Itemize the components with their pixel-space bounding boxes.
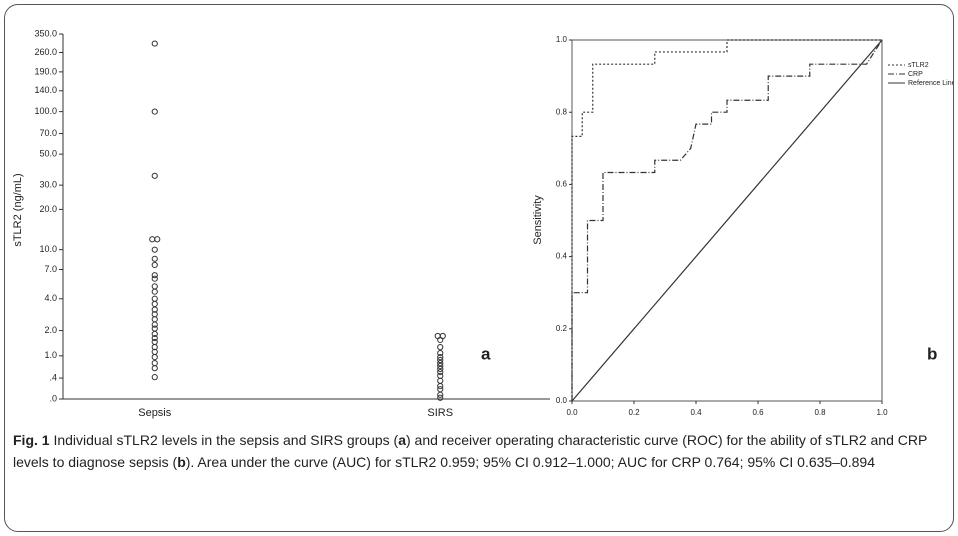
figure: .0 .4 1.0 2.0 4.0 7.0 10.0 20.0 30.0 50.0 70.0 100.… [4,4,954,532]
data-point [437,353,444,361]
y-axis-title: sTLR2 (ng/mL) [12,173,24,246]
y-tick-label: 7.0 [44,264,57,274]
y-tick-label: 4.0 [44,293,57,303]
data-point [151,288,158,295]
x-tick-label: 0.8 [814,408,826,417]
data-point [437,386,444,393]
charts: .0 .4 1.0 2.0 4.0 7.0 10.0 20.0 30.0 50.0 70.0 100.… [12,28,953,419]
y-tick-label: 1.0 [556,35,568,44]
data-point [437,349,444,357]
data-point [151,283,158,290]
y-tick-label: 2.0 [44,325,57,335]
y-tick-label: 30.0 [39,180,57,190]
caption-text: ). Area under the curve (AUC) for sTLR2 … [185,454,876,470]
data-point [437,344,444,351]
caption-panel-ref: b [177,454,186,470]
caption-text: Individual sTLR2 levels in the sepsis an… [53,432,399,448]
y-tick-label: 1.0 [44,350,57,360]
x-tick-label: 0.4 [690,408,702,417]
data-point [151,374,158,381]
data-point [437,356,444,364]
data-point [151,338,158,346]
y-axis-title: Sensitivity [532,195,544,245]
y-tick-label: 50.0 [39,149,57,159]
legend-label: CRP [908,71,923,78]
x-tick-label: Sepsis [138,407,172,419]
data-point [151,261,158,269]
y-tick-label: 190.0 [34,66,57,76]
data-point [151,330,158,338]
data-point [151,325,158,332]
data-point [437,359,444,367]
caption-panel-ref: a [398,432,406,448]
y-tick-label: 70.0 [39,128,57,138]
data-point [151,334,158,342]
y-tick-label: 260.0 [34,47,57,57]
data-point [151,353,158,361]
legend-label: Reference Line [908,80,953,87]
data-point [151,295,158,302]
data-point [151,365,158,372]
data-point [437,383,444,390]
data-point [151,316,158,323]
y-tick-label: 0.0 [556,396,568,405]
data-point [151,300,158,308]
data-point [151,275,158,282]
y-tick-label: 10.0 [39,244,57,254]
x-tick-label: SIRS [427,407,453,419]
data-point [151,321,158,328]
data-point [151,172,158,179]
data-point [437,391,444,398]
caption: Fig. 1 Individual sTLR2 levels in the se… [13,429,943,473]
x-tick-label: 0.0 [566,408,578,417]
y-tick-label: 20.0 [39,204,57,214]
data-point [151,272,158,279]
data-point [151,306,158,313]
series-line [571,39,883,401]
data-point [149,236,156,243]
caption-label: Fig. 1 [13,432,50,448]
data-point [437,336,444,344]
data-point [154,236,161,243]
y-tick-label: 350.0 [34,28,57,38]
series-line [571,39,883,402]
data-point [151,359,158,367]
data-point [151,40,158,47]
y-tick-label: 0.4 [556,252,568,261]
legend-label: sTLR2 [908,62,929,69]
data-point [437,369,444,376]
panel-label: a [481,344,491,363]
y-tick-label: 0.6 [556,180,568,189]
data-point [437,365,444,373]
series-line [571,39,882,401]
y-tick-label: 0.2 [556,324,568,333]
data-point [151,108,158,115]
x-tick-label: 0.6 [752,408,764,417]
data-point [437,394,444,401]
y-tick-label: .4 [49,372,57,382]
panel-label: b [927,344,937,363]
caption-text: ) and receiver operating characteristic … [13,432,928,470]
x-tick-label: 1.0 [876,408,888,417]
x-tick-label: 0.2 [628,408,640,417]
y-tick-label: 100.0 [34,106,57,116]
y-tick-label: 140.0 [34,85,57,95]
data-point [151,246,158,253]
y-tick-label: 0.8 [556,107,568,116]
y-tick-label: .0 [49,393,57,403]
data-point [437,362,444,370]
data-point [151,255,158,262]
